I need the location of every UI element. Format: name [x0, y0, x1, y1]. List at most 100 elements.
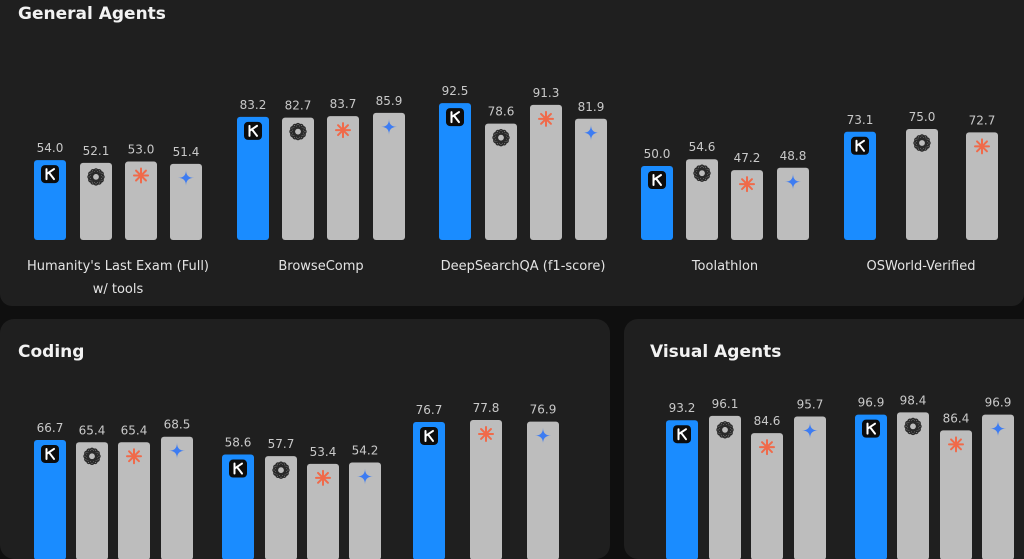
openai-logo-icon	[913, 134, 931, 152]
bar	[906, 129, 938, 240]
value-label: 78.6	[488, 105, 515, 119]
bar	[76, 442, 108, 559]
value-label: 84.6	[754, 414, 781, 428]
value-label: 83.2	[240, 98, 267, 112]
kimi-logo-icon	[648, 171, 666, 189]
bar	[844, 131, 876, 240]
value-label: 76.9	[530, 403, 557, 417]
panel-title-coding: Coding	[18, 342, 85, 362]
anthropic-logo-icon	[478, 425, 494, 442]
bar	[709, 415, 741, 559]
kimi-logo-icon	[673, 425, 691, 444]
bar	[485, 123, 517, 240]
value-label: 96.1	[712, 397, 739, 411]
category-label: DeepSearchQA (f1-score)	[441, 259, 606, 274]
panel-title-visual: Visual Agents	[650, 342, 782, 362]
bar	[413, 421, 445, 559]
category-label: OSWorld-Verified	[867, 259, 976, 274]
kimi-logo-icon	[420, 426, 438, 445]
bar-group: 92.5 78.6 91.3 81.9 DeepSearchQA (f1-score)	[439, 84, 607, 274]
bar-group: 58.6 57.7 53.4 54.2	[222, 436, 381, 559]
benchmark-charts: 54.0 52.1 53.0 51.4 Humanity's Last Exam (Fu…	[27, 84, 1014, 559]
bar	[161, 436, 193, 559]
bar-group: 50.0 54.6 47.2 48.8 Toolathlon	[641, 140, 809, 274]
bar	[966, 132, 998, 240]
anthropic-logo-icon	[126, 448, 142, 465]
bar	[170, 163, 202, 240]
value-label: 82.7	[285, 99, 312, 113]
value-label: 95.7	[797, 397, 824, 411]
bar	[349, 462, 381, 559]
kimi-logo-icon	[446, 108, 464, 127]
kimi-logo-icon	[41, 165, 59, 184]
bar	[282, 117, 314, 240]
anthropic-logo-icon	[538, 110, 554, 127]
kimi-logo-icon	[862, 419, 880, 438]
bar-group: 54.0 52.1 53.0 51.4 Humanity's Last Exam (Fu…	[27, 141, 209, 297]
gemini-logo-icon	[583, 124, 599, 141]
value-label: 91.3	[533, 86, 560, 100]
value-label: 98.4	[900, 393, 927, 407]
bar	[530, 104, 562, 240]
value-label: 72.7	[969, 113, 996, 127]
value-label: 83.7	[330, 97, 357, 111]
value-label: 51.4	[173, 145, 200, 159]
value-label: 47.2	[734, 151, 761, 165]
kimi-logo-icon	[229, 459, 247, 478]
value-label: 77.8	[473, 401, 500, 415]
bar	[118, 442, 150, 559]
openai-logo-icon	[693, 164, 711, 182]
bar	[237, 116, 269, 240]
value-label: 57.7	[268, 437, 295, 451]
anthropic-logo-icon	[759, 439, 775, 456]
anthropic-logo-icon	[133, 167, 149, 184]
value-label: 73.1	[847, 113, 874, 127]
chart-coding: 66.7 65.4 65.4 68.5 58.6 57.7 53.4 54.2 76.7 77.8…	[34, 401, 559, 559]
gemini-logo-icon	[990, 420, 1006, 437]
anthropic-logo-icon	[335, 122, 351, 139]
gemini-logo-icon	[381, 118, 397, 135]
gemini-logo-icon	[357, 468, 373, 485]
bar	[80, 162, 112, 240]
bar	[686, 159, 718, 240]
anthropic-logo-icon	[315, 469, 331, 486]
value-label: 85.9	[376, 94, 403, 108]
bar	[666, 420, 698, 559]
value-label: 65.4	[121, 423, 148, 437]
bar	[34, 439, 66, 559]
openai-logo-icon	[83, 447, 101, 465]
bar-group: 93.2 96.1 84.6 95.7	[666, 397, 826, 559]
value-label: 53.4	[310, 445, 337, 459]
anthropic-logo-icon	[948, 436, 964, 453]
bar-group: 83.2 82.7 83.7 85.9 BrowseComp	[237, 94, 405, 274]
value-label: 48.8	[780, 149, 807, 163]
value-label: 92.5	[442, 84, 469, 98]
gemini-logo-icon	[178, 169, 194, 186]
bar	[777, 167, 809, 240]
value-label: 54.0	[37, 141, 64, 155]
value-label: 76.7	[416, 403, 443, 417]
bar-group: 96.9 98.4 86.4 96.9	[855, 393, 1014, 559]
value-label: 96.9	[858, 396, 885, 410]
gemini-logo-icon	[169, 442, 185, 459]
bar	[222, 454, 254, 559]
value-label: 66.7	[37, 421, 64, 435]
bar	[439, 103, 471, 240]
value-label: 65.4	[79, 423, 106, 437]
openai-logo-icon	[272, 461, 290, 479]
bar-group: 66.7 65.4 65.4 68.5	[34, 418, 193, 559]
kimi-logo-icon	[41, 444, 59, 463]
chart-general: 54.0 52.1 53.0 51.4 Humanity's Last Exam (Fu…	[27, 84, 998, 297]
category-label: BrowseComp	[278, 259, 363, 274]
bar	[751, 433, 783, 559]
value-label: 53.0	[128, 143, 155, 157]
bar	[265, 456, 297, 559]
bar	[575, 118, 607, 240]
openai-logo-icon	[904, 417, 922, 436]
value-label: 93.2	[669, 401, 696, 415]
bar	[940, 430, 972, 559]
bar	[327, 116, 359, 240]
anthropic-logo-icon	[974, 138, 990, 155]
anthropic-logo-icon	[739, 176, 755, 193]
bar	[307, 463, 339, 559]
